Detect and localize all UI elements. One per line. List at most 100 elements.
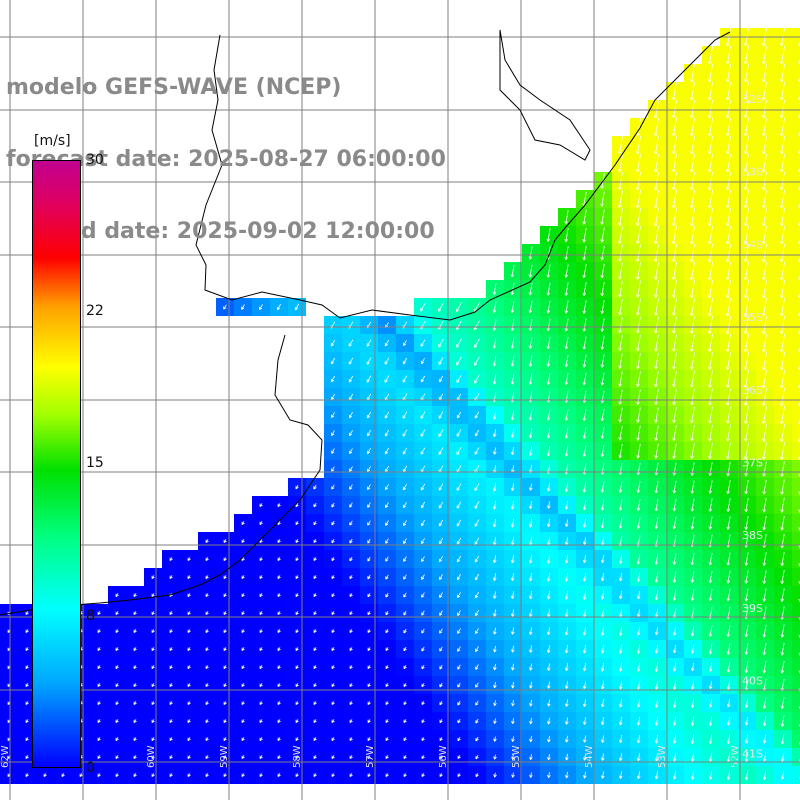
wind-arrow (493, 573, 497, 581)
wind-arrow (384, 357, 390, 365)
wind-arrow (385, 737, 389, 742)
wind-arrow (762, 497, 767, 513)
wind-arrow (492, 518, 497, 528)
wind-cell (792, 190, 800, 208)
wind-arrow (223, 539, 227, 544)
wind-arrow (115, 683, 119, 688)
wind-arrow (672, 99, 677, 119)
wind-arrow (151, 593, 155, 598)
wind-arrow (456, 338, 462, 348)
wind-arrow (349, 502, 353, 508)
wind-arrow (762, 588, 767, 602)
wind-arrow (726, 680, 731, 690)
wind-arrow (367, 520, 371, 526)
wind-arrow (529, 754, 533, 760)
wind-arrow (780, 533, 785, 549)
wind-arrow (510, 500, 515, 510)
wind-arrow (528, 282, 533, 296)
wind-arrow (510, 428, 515, 438)
wind-arrow (780, 733, 785, 745)
wind-arrow (780, 63, 785, 83)
wind-arrow (331, 538, 335, 544)
wind-arrow (241, 647, 245, 652)
wind-arrow (690, 480, 695, 494)
wind-arrow (780, 515, 785, 531)
wind-arrow (780, 424, 785, 443)
wind-arrow (259, 755, 263, 760)
wind-arrow (457, 592, 461, 599)
wind-arrow (313, 737, 317, 742)
wind-arrow (367, 502, 371, 508)
wind-arrow (654, 716, 659, 726)
wind-arrow (187, 557, 191, 562)
wind-arrow (583, 699, 587, 707)
wind-arrow (330, 339, 336, 347)
wind-arrow (601, 573, 605, 582)
wind-arrow (690, 225, 695, 245)
wind-arrow (187, 719, 191, 724)
wind-arrow (708, 189, 713, 209)
wind-arrow (690, 644, 695, 654)
wind-cell (792, 748, 800, 766)
wind-arrow (528, 300, 533, 314)
wind-arrow (654, 226, 659, 245)
wind-arrow (259, 737, 263, 742)
wind-arrow (546, 337, 551, 350)
wind-arrow (780, 225, 785, 245)
map-title: modelo GEFS-WAVE (NCEP) forecast date: 2… (6, 28, 446, 268)
wind-arrow (636, 716, 641, 726)
wind-arrow (582, 644, 587, 654)
wind-arrow (546, 355, 551, 368)
wind-arrow (223, 683, 227, 688)
wind-arrow (637, 753, 641, 762)
wind-arrow (618, 626, 623, 636)
wind-arrow (762, 225, 767, 245)
wind-arrow (151, 737, 155, 742)
wind-arrow (97, 647, 101, 652)
wind-arrow (367, 448, 371, 455)
title-model: modelo GEFS-WAVE (NCEP) (6, 75, 342, 100)
wind-arrow (510, 554, 515, 564)
wind-arrow (636, 153, 641, 173)
wind-arrow (780, 81, 785, 101)
wind-arrow (115, 701, 119, 706)
wind-arrow (654, 262, 659, 280)
wind-arrow (762, 45, 767, 65)
wind-arrow (762, 552, 767, 566)
wind-arrow (708, 243, 713, 263)
wind-arrow (744, 297, 749, 317)
wind-arrow (457, 718, 461, 724)
wind-arrow (492, 319, 497, 331)
wind-cell (792, 46, 800, 64)
wind-arrow (403, 773, 407, 778)
longitude-label: 62W (0, 745, 11, 768)
wind-arrow (636, 316, 641, 334)
wind-arrow (331, 665, 335, 670)
wind-arrow (439, 592, 443, 598)
wind-arrow (403, 628, 407, 634)
wind-arrow (583, 537, 587, 545)
wind-arrow (277, 719, 281, 724)
wind-arrow (438, 447, 444, 455)
wind-cell (792, 280, 800, 298)
wind-arrow (331, 575, 335, 580)
wind-arrow (636, 208, 641, 227)
wind-arrow (564, 572, 569, 582)
wind-arrow (780, 315, 785, 335)
wind-arrow (726, 770, 731, 780)
wind-arrow (331, 502, 335, 508)
wind-arrow (690, 352, 695, 370)
wind-arrow (636, 644, 641, 654)
wind-arrow (780, 189, 785, 209)
wind-arrow (726, 625, 731, 638)
wind-arrow (438, 483, 444, 491)
wind-arrow (690, 425, 695, 442)
wind-arrow (133, 647, 137, 652)
wind-arrow (762, 734, 767, 744)
wind-arrow (744, 388, 749, 407)
wind-arrow (115, 629, 119, 634)
wind-arrow (169, 755, 173, 760)
wind-arrow (582, 499, 587, 511)
wind-arrow (600, 390, 605, 404)
wind-arrow (295, 665, 299, 670)
